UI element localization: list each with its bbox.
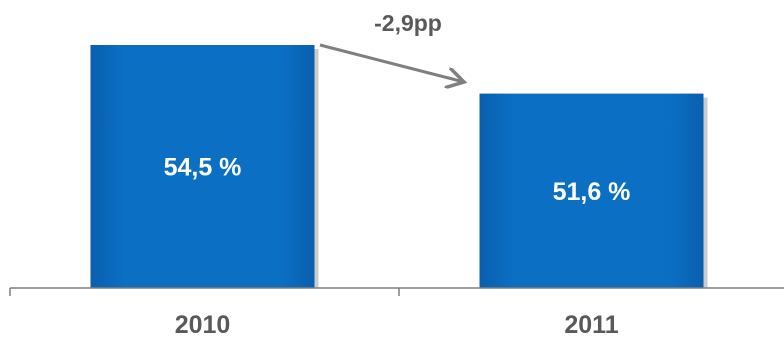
labels-layer: 54,5 % 2010 51,6 % 2011 xyxy=(164,154,631,337)
change-arrow xyxy=(319,43,464,82)
change-annotation: -2,9pp xyxy=(374,10,442,36)
x-tick-label-2011: 2011 xyxy=(564,311,618,337)
data-label-2011: 51,6 % xyxy=(553,178,631,206)
bar-2011 xyxy=(479,93,704,288)
x-tick-label-2010: 2010 xyxy=(175,311,231,337)
bars-layer xyxy=(90,45,708,288)
bar-2010 xyxy=(90,45,315,288)
data-label-2010: 54,5 % xyxy=(164,154,242,182)
